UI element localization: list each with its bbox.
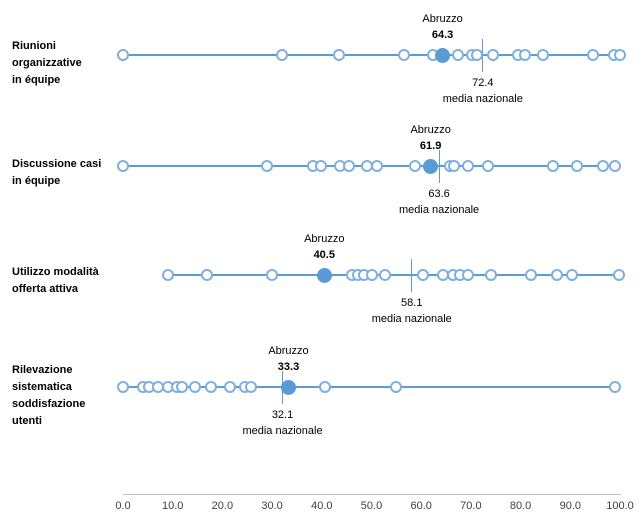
region-data-point [570,160,583,172]
abruzzo-annotation: Abruzzo 64.3 [388,11,498,43]
region-data-point [536,49,549,61]
region-data-point [471,49,484,61]
region-data-point [397,49,410,61]
region-data-point [565,269,578,281]
media-nazionale-label: media nazionale [399,204,480,216]
region-data-point [205,381,218,393]
region-data-point [586,49,599,61]
region-data-point [318,381,331,393]
region-data-point [550,269,563,281]
abruzzo-data-point [435,47,451,63]
abruzzo-annotation-value: 61.9 [419,140,442,152]
media-nazionale-annotation: 72.4 media nazionale [428,75,538,107]
region-data-point [343,160,356,172]
region-data-point [161,269,174,281]
x-axis-tick-label: 70.0 [460,500,482,512]
abruzzo-annotation-value: 64.3 [431,29,454,41]
region-data-point [609,160,622,172]
x-axis-tick-label: 30.0 [261,500,283,512]
x-axis-tick-label: 10.0 [161,500,184,512]
x-axis-tick-label: 40.0 [311,500,333,512]
category-label: Discussione casi in équipe [12,158,102,187]
region-data-point [448,160,460,172]
abruzzo-data-point [281,379,296,395]
media-nazionale-annotation: 63.6 media nazionale [384,186,494,218]
abruzzo-annotation-value: 40.5 [313,249,335,261]
region-data-point [482,160,495,172]
media-nazionale-annotation: 58.1 media nazionale [357,295,467,327]
region-data-point [276,49,289,61]
region-data-point [315,160,328,172]
region-data-point [378,269,391,281]
abruzzo-annotation-name: Abruzzo [410,124,451,136]
region-data-point [266,269,279,281]
region-data-point [244,381,257,393]
abruzzo-annotation: Abruzzo 40.5 [269,231,379,263]
category-label: Rilevazione sistematica soddisfazione ut… [12,364,86,427]
row-value-line [123,386,616,388]
media-nazionale-label: media nazionale [242,425,323,437]
media-nazionale-tick [438,150,440,183]
x-axis-tick-label: 60.0 [410,500,432,512]
row-value-line [123,54,620,56]
media-nazionale-label: media nazionale [371,313,452,325]
category-label: Utilizzo modalità offerta attiva [12,266,99,295]
abruzzo-annotation-name: Abruzzo [422,13,463,25]
region-data-point [333,49,346,61]
region-data-point [417,269,430,281]
region-data-point [390,381,403,393]
media-nazionale-value: 72.4 [472,77,494,89]
region-data-point [117,49,129,61]
region-data-point [484,269,497,281]
region-data-point [546,160,559,172]
region-data-point [223,381,236,393]
media-nazionale-tick [411,259,413,292]
media-nazionale-value: 32.1 [271,409,294,421]
region-data-point [117,381,129,393]
x-axis-tick-label: 20.0 [211,500,234,512]
region-data-point [189,381,202,393]
abruzzo-annotation-value: 33.3 [277,361,300,373]
region-data-point [597,160,610,172]
region-data-point [117,160,129,172]
region-data-point [365,269,378,281]
abruzzo-annotation: Abruzzo 61.9 [376,122,486,154]
x-axis-tick-label: 90.0 [559,500,581,512]
x-axis-tick-label: 100.0 [606,500,634,512]
region-data-point [524,269,537,281]
media-nazionale-value: 58.1 [401,297,423,309]
region-data-point [487,49,500,61]
region-data-point [261,160,274,172]
abruzzo-data-point [423,158,439,174]
abruzzo-annotation-name: Abruzzo [304,233,345,245]
region-data-point [371,160,384,172]
x-axis-tick-label: 50.0 [360,500,383,512]
x-axis-tick-label: 80.0 [509,500,532,512]
region-data-point [175,381,188,393]
region-data-point [518,49,531,61]
category-label: Riunioni organizzative in équipe [12,40,82,86]
media-nazionale-annotation: 32.1 media nazionale [228,407,338,439]
abruzzo-annotation: Abruzzo 33.3 [234,343,344,375]
region-data-point [609,381,622,393]
x-axis-line [123,494,621,495]
region-data-point [408,160,421,172]
media-nazionale-label: media nazionale [442,93,523,105]
x-axis-tick-label: 0.0 [115,500,131,512]
region-data-point [614,49,626,61]
region-data-point [201,269,214,281]
media-nazionale-value: 63.6 [428,188,450,200]
region-data-point [612,269,625,281]
abruzzo-data-point [316,267,332,283]
region-data-point [452,49,465,61]
abruzzo-annotation-name: Abruzzo [268,345,309,357]
region-data-point [462,160,475,172]
row-value-line [167,274,619,276]
region-data-point [461,269,474,281]
